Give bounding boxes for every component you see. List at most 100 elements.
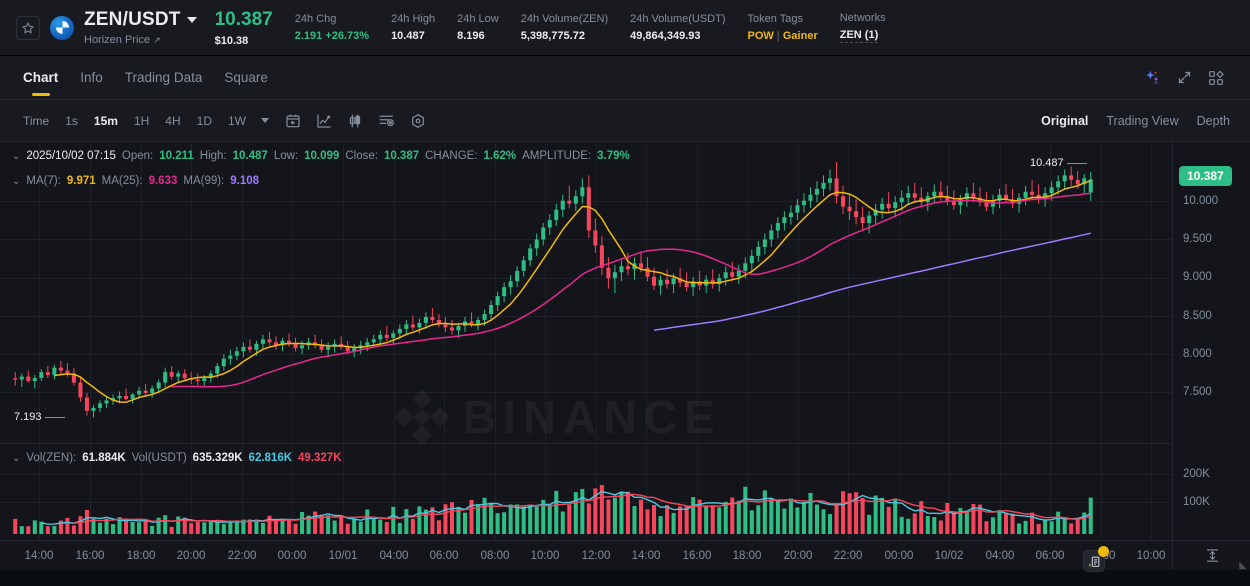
time-label: Time (23, 113, 50, 128)
gridline-v (495, 142, 496, 540)
gridline-10.000 (0, 201, 1172, 202)
time-tick: 00:00 (277, 550, 307, 562)
pair-name[interactable]: ZEN/USDT (84, 9, 181, 30)
tab-info[interactable]: Info (80, 70, 103, 85)
view-original[interactable]: Original (1041, 113, 1089, 128)
ma99-value: 9.108 (230, 175, 260, 187)
ticker-header: ZEN/USDT Horizen Price ↗ 10.387 $10.38 2… (0, 0, 1250, 56)
chart-toolbar: Time 1s 15m 1H 4H 1D 1W (0, 100, 1250, 142)
time-tick: 04:00 (985, 550, 1015, 562)
stat-value: 2.191 +26.73% (294, 30, 370, 42)
timeframe-1d[interactable]: 1D (196, 113, 212, 128)
timeframe-1s[interactable]: 1s (65, 113, 78, 128)
token-tag-pow[interactable]: POW (747, 30, 774, 42)
ai-sparkle-icon[interactable]: AI (1144, 69, 1161, 86)
timeframe-more-chevron-down-icon[interactable] (260, 118, 269, 123)
gridline-v (697, 142, 698, 540)
tab-square[interactable]: Square (224, 70, 268, 85)
time-axis[interactable]: 14:00 16:00 18:00 20:00 22:00 00:00 10/0… (0, 540, 1250, 571)
time-tick-date: 10/01 (328, 550, 358, 562)
last-price: 10.387 (214, 8, 273, 30)
ohlc-collapse-chevron-down-icon[interactable]: ⌄ (12, 150, 21, 162)
volume-tick-200k: 200K (1183, 468, 1210, 480)
indicators-icon[interactable] (378, 112, 395, 129)
gridline-v (444, 142, 445, 540)
session-low-label: 7.193 (14, 411, 42, 423)
volume-legend: ⌄ Vol(ZEN): 61.884K Vol(USDT) 635.329K 6… (12, 452, 342, 464)
resize-corner-handle[interactable]: ◣ (1239, 560, 1247, 571)
price-tick-8.500: 8.500 (1183, 310, 1212, 322)
view-trading-view[interactable]: Trading View (1106, 113, 1179, 128)
time-tick: 22:00 (833, 550, 863, 562)
token-tag-gainer[interactable]: Gainer (782, 30, 818, 42)
stat-value: 49,864,349.93 (630, 30, 701, 42)
ma7-label: MA(7): (26, 175, 61, 187)
ma-collapse-chevron-down-icon[interactable]: ⌄ (12, 175, 21, 187)
candlestick-icon[interactable] (347, 113, 363, 129)
ohlc-low-value: 10.099 (304, 150, 340, 162)
price-tick-10.000: 10.000 (1183, 195, 1219, 207)
zen-coin-icon (50, 15, 74, 40)
networks-value[interactable]: ZEN (1) (839, 29, 879, 43)
session-low-dash (44, 416, 65, 418)
coin-price-link[interactable]: Horizen Price ↗ (84, 34, 197, 46)
session-low-marker: 7.193 (14, 411, 65, 423)
stat-label: 24h Volume(USDT) (630, 13, 726, 25)
tab-trading-data[interactable]: Trading Data (124, 70, 203, 85)
timeframe-4h[interactable]: 4H (165, 113, 181, 128)
session-high-marker: 10.487 (1030, 157, 1087, 169)
gridline-v (747, 142, 748, 540)
timeframe-15m[interactable]: 15m (93, 113, 118, 128)
gridline-v (1101, 142, 1102, 540)
ohlc-high-value: 10.487 (232, 150, 268, 162)
price-axis[interactable]: 10.387 10.000 9.500 9.000 8.500 8.000 7.… (1172, 142, 1250, 540)
time-tick: 20:00 (783, 550, 813, 562)
gridline-9.500 (0, 239, 1172, 240)
volume-collapse-chevron-down-icon[interactable]: ⌄ (12, 452, 21, 464)
tab-chart[interactable]: Chart (14, 56, 67, 99)
pair-chevron-down-icon[interactable] (186, 17, 197, 23)
settings-target-icon[interactable] (410, 113, 426, 129)
ohlc-close-label: Close: (345, 150, 378, 162)
favorite-star-icon[interactable] (16, 15, 40, 40)
time-tick: 12:00 (581, 550, 611, 562)
expand-arrows-icon[interactable] (1177, 70, 1192, 85)
time-tick: 10:00 (1136, 550, 1166, 562)
line-chart-icon[interactable] (316, 113, 332, 129)
calendar-icon[interactable] (285, 113, 301, 129)
widget-notification-dot[interactable] (1098, 546, 1109, 557)
token-tag-separator: | (776, 30, 780, 42)
gridline-v (191, 142, 192, 540)
vol-zen-label: Vol(ZEN): (26, 452, 77, 464)
layout-grid-icon[interactable] (1208, 69, 1224, 86)
gridline-v (343, 142, 344, 540)
svg-text:AI: AI (1154, 80, 1158, 85)
view-mode-group: Original Trading View Depth (1041, 114, 1230, 128)
stat-label: 24h Chg (294, 13, 337, 25)
gridline-v (90, 142, 91, 540)
stat-24h-volume-zen: 24h Volume(ZEN) 5,398,775.72 (521, 13, 608, 42)
gridline-8.000 (0, 354, 1172, 355)
vol-zen-value: 61.884K (82, 452, 126, 464)
coin-price-link-label: Horizen Price (84, 34, 151, 46)
ohlc-open-value: 10.211 (159, 150, 194, 162)
stat-24h-volume-usdt: 24h Volume(USDT) 49,864,349.93 (630, 13, 725, 42)
vol-usdt-value: 635.329K (192, 452, 243, 464)
chart-canvas-area[interactable]: BINANCE ⌄ 2025/10/02 07:15 Open: 10.211 … (0, 142, 1250, 586)
time-tick: 14:00 (631, 550, 661, 562)
ma99-label: MA(99): (183, 175, 225, 187)
timeframe-1w[interactable]: 1W (227, 113, 246, 128)
ma7-value: 9.971 (66, 175, 96, 187)
gridline-v (242, 142, 243, 540)
last-price-usd: $10.38 (214, 34, 249, 47)
vol-usdt-label: Vol(USDT) (131, 452, 187, 464)
view-depth[interactable]: Depth (1196, 113, 1230, 128)
timeframe-1h[interactable]: 1H (133, 113, 150, 128)
ohlc-datetime: 2025/10/02 07:15 (26, 150, 116, 162)
fit-vertical-icon[interactable] (1205, 548, 1220, 563)
gridline-9.000 (0, 278, 1172, 279)
networks-label: Networks (839, 12, 886, 24)
gridline-v (39, 142, 40, 540)
last-price-block: 10.387 $10.38 (215, 9, 273, 47)
